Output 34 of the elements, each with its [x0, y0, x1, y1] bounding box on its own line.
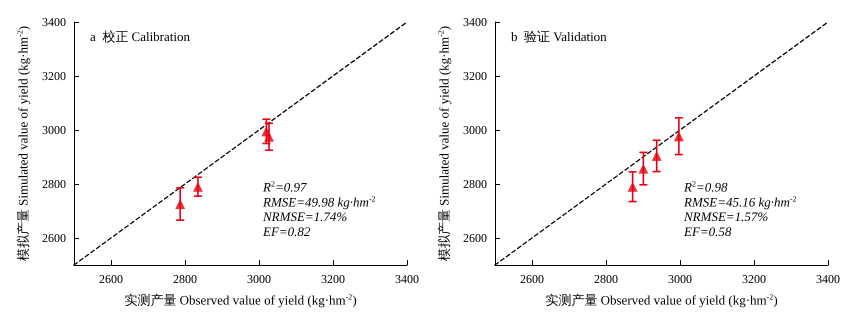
x-tick-label: 2800: [594, 272, 618, 286]
annotation: NRMSE=1.57%: [683, 209, 768, 224]
x-tick-label: 3000: [668, 272, 692, 286]
point: [628, 182, 638, 192]
x-tick-label: 2800: [173, 272, 197, 286]
y-tick-label: 2600: [42, 231, 66, 245]
point: [638, 164, 648, 174]
point: [264, 132, 274, 142]
x-tick-label: 3000: [247, 272, 271, 286]
annotation: EF=0.58: [683, 224, 732, 239]
x-tick-label: 3400: [816, 272, 840, 286]
annotation: NRMSE=1.74%: [262, 209, 348, 224]
y-tick-label: 3000: [463, 123, 487, 137]
text: a 校正 Calibration: [90, 29, 191, 44]
point: [192, 182, 203, 192]
x-tick-label: 2600: [99, 272, 123, 286]
x-tick-label: 3200: [321, 272, 345, 286]
y-tick-label: 2600: [463, 231, 487, 245]
y-tick-label: 3200: [463, 69, 487, 83]
x-tick-label: 2600: [520, 272, 544, 286]
y-tick-label: 2800: [463, 177, 487, 191]
y-axis-title: 模拟产量 Simulated value of yield (kg·hm-2): [16, 26, 30, 262]
y-tick-label: 2800: [42, 177, 66, 191]
y-tick-label: 3400: [42, 15, 66, 29]
point: [674, 131, 684, 142]
point: [652, 150, 662, 161]
y-tick-label: 3400: [463, 15, 487, 29]
x-tick-label: 3200: [742, 272, 766, 286]
annotation: EF=0.82: [262, 224, 311, 239]
y-tick-label: 3000: [42, 123, 66, 137]
text: b 验证 Validation: [511, 29, 608, 44]
y-axis-title: 模拟产量 Simulated value of yield (kg·hm-2): [436, 26, 452, 262]
y-tick-label: 3200: [42, 69, 66, 83]
x-tick-label: 3400: [395, 272, 419, 286]
